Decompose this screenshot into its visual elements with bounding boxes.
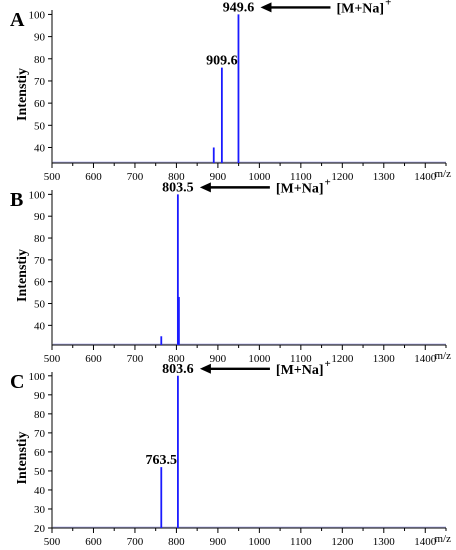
x-tick-label: 1200 bbox=[331, 353, 354, 365]
ion-charge-superscript: + bbox=[325, 358, 331, 370]
y-tick-label: 40 bbox=[34, 142, 46, 154]
y-tick-label: 40 bbox=[34, 320, 46, 332]
y-tick-label: 50 bbox=[34, 120, 46, 132]
peak-label: 909.6 bbox=[206, 54, 238, 69]
y-tick-label: 60 bbox=[34, 447, 46, 459]
y-tick-label: 90 bbox=[34, 390, 46, 402]
x-tick-label: 1300 bbox=[373, 171, 396, 183]
panel-letter: C bbox=[10, 371, 24, 393]
x-tick-label: 600 bbox=[85, 171, 102, 183]
x-tick-label: 600 bbox=[85, 536, 102, 548]
panel-letter: B bbox=[10, 189, 23, 211]
x-tick-label: 900 bbox=[210, 171, 227, 183]
annotation-arrowhead bbox=[199, 182, 211, 193]
panel-letter: A bbox=[10, 9, 25, 31]
y-axis-label: Intenstiy bbox=[15, 432, 30, 485]
y-tick-label: 50 bbox=[34, 466, 46, 478]
y-tick-label: 60 bbox=[34, 98, 46, 110]
x-tick-label: 1200 bbox=[331, 171, 354, 183]
y-tick-label: 80 bbox=[34, 409, 46, 421]
y-tick-label: 50 bbox=[34, 299, 46, 311]
x-tick-label: 800 bbox=[168, 536, 185, 548]
x-tick-label: 1300 bbox=[373, 353, 396, 365]
y-tick-label: 80 bbox=[34, 233, 46, 245]
x-tick-label: 1400 bbox=[414, 171, 437, 183]
y-tick-label: 90 bbox=[34, 32, 46, 44]
peak-label: 949.6 bbox=[223, 0, 255, 15]
x-tick-label: 900 bbox=[210, 536, 227, 548]
x-axis-label: m/z bbox=[435, 350, 452, 362]
y-tick-label: 100 bbox=[29, 371, 46, 383]
ion-annotation-label: [M+Na] bbox=[276, 363, 324, 378]
x-tick-label: 500 bbox=[44, 171, 61, 183]
y-axis-label: Intenstiy bbox=[15, 249, 30, 302]
ion-annotation-label: [M+Na] bbox=[336, 1, 384, 16]
y-tick-label: 100 bbox=[29, 189, 46, 201]
annotation-arrowhead bbox=[260, 2, 272, 13]
y-tick-label: 70 bbox=[34, 255, 46, 267]
y-tick-label: 70 bbox=[34, 76, 46, 88]
x-tick-label: 500 bbox=[44, 353, 61, 365]
y-tick-label: 70 bbox=[34, 428, 46, 440]
x-axis-label: m/z bbox=[435, 533, 452, 545]
peak-label: 803.6 bbox=[162, 362, 194, 377]
x-tick-label: 700 bbox=[127, 353, 144, 365]
ion-charge-superscript: + bbox=[385, 0, 391, 8]
x-axis-label: m/z bbox=[435, 168, 452, 180]
x-tick-label: 1000 bbox=[248, 171, 271, 183]
x-tick-label: 700 bbox=[127, 536, 144, 548]
x-tick-label: 1400 bbox=[414, 536, 437, 548]
x-tick-label: 1100 bbox=[290, 353, 312, 365]
y-tick-label: 60 bbox=[34, 277, 46, 289]
ion-charge-superscript: + bbox=[325, 176, 331, 188]
x-tick-label: 1200 bbox=[331, 536, 354, 548]
y-tick-label: 100 bbox=[29, 9, 46, 21]
x-tick-label: 1300 bbox=[373, 536, 396, 548]
x-tick-label: 900 bbox=[210, 353, 227, 365]
x-tick-label: 800 bbox=[168, 171, 185, 183]
x-tick-label: 700 bbox=[127, 171, 144, 183]
ion-annotation-label: [M+Na] bbox=[276, 181, 324, 196]
x-tick-label: 1000 bbox=[248, 353, 271, 365]
x-tick-label: 600 bbox=[85, 353, 102, 365]
x-tick-label: 1100 bbox=[290, 171, 312, 183]
y-tick-label: 40 bbox=[34, 485, 46, 497]
y-tick-label: 30 bbox=[34, 504, 46, 516]
x-tick-label: 800 bbox=[168, 353, 185, 365]
x-tick-label: 500 bbox=[44, 536, 61, 548]
x-tick-label: 1100 bbox=[290, 536, 312, 548]
peak-label: 803.5 bbox=[162, 180, 194, 195]
x-tick-label: 1000 bbox=[248, 536, 271, 548]
y-tick-label: 80 bbox=[34, 54, 46, 66]
y-axis-label: Intenstiy bbox=[15, 68, 30, 121]
y-tick-label: 90 bbox=[34, 211, 46, 223]
x-tick-label: 1400 bbox=[414, 353, 437, 365]
annotation-arrowhead bbox=[199, 363, 211, 374]
y-tick-label: 20 bbox=[34, 523, 46, 535]
peak-label: 763.5 bbox=[146, 453, 178, 468]
